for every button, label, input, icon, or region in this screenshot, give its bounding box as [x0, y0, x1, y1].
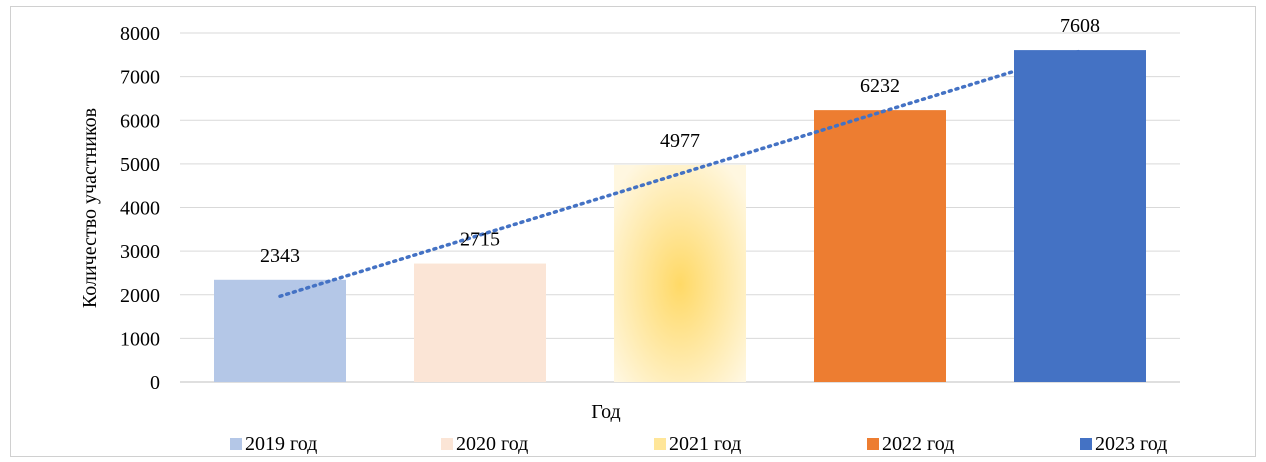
y-tick-label: 8000	[120, 23, 160, 45]
legend-label: 2019 год	[245, 433, 317, 455]
gridlines	[180, 32, 1180, 383]
legend-label: 2020 год	[456, 433, 528, 455]
legend-label: 2023 год	[1095, 433, 1167, 455]
legend-swatch	[441, 438, 453, 450]
legend: 2019 год 2020 год 2021 год 2022 год 2023 год	[230, 433, 1167, 455]
data-label: 2715	[460, 229, 500, 251]
bar-5	[1014, 50, 1146, 382]
trendline-group	[278, 49, 1082, 299]
legend-label: 2021 год	[669, 433, 741, 455]
x-axis-label: Год	[591, 401, 620, 423]
data-label: 6232	[860, 75, 900, 97]
y-tick-label: 6000	[120, 110, 160, 132]
legend-swatch	[654, 438, 666, 450]
legend-swatch	[1080, 438, 1092, 450]
y-tick-label: 7000	[120, 67, 160, 89]
trendline	[278, 49, 1082, 299]
data-labels: 2343 2715 4977 6232 7608	[260, 15, 1100, 267]
y-axis-ticks: 0 1000 2000 3000 4000 5000 6000 7000 8000	[120, 23, 160, 394]
data-label: 4977	[660, 130, 700, 152]
legend-label: 2022 год	[882, 433, 954, 455]
data-label: 2343	[260, 245, 300, 267]
legend-swatch	[867, 438, 879, 450]
y-tick-label: 1000	[120, 328, 160, 350]
data-label: 7608	[1060, 15, 1100, 37]
y-tick-label: 0	[150, 372, 160, 394]
bar-3	[614, 164, 746, 382]
bars	[214, 50, 1146, 382]
y-tick-label: 3000	[120, 241, 160, 263]
legend-swatch	[230, 438, 242, 450]
y-tick-label: 4000	[120, 198, 160, 220]
y-tick-label: 2000	[120, 285, 160, 307]
y-tick-label: 5000	[120, 154, 160, 176]
bar-2	[414, 263, 546, 382]
bar-4	[814, 110, 946, 382]
y-axis-label: Количество участников	[79, 108, 101, 308]
